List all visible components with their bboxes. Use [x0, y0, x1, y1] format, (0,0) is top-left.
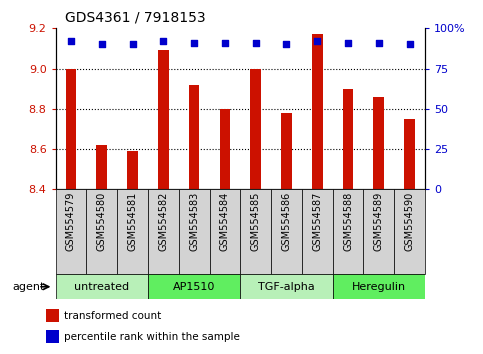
Point	[406, 42, 413, 47]
Text: GSM554582: GSM554582	[158, 192, 168, 251]
Text: GSM554581: GSM554581	[128, 192, 138, 251]
Bar	[271, 189, 302, 274]
Text: Heregulin: Heregulin	[352, 282, 406, 292]
Text: GSM554579: GSM554579	[66, 192, 76, 251]
Text: GSM554580: GSM554580	[97, 192, 107, 251]
Point	[67, 38, 75, 44]
Bar	[333, 274, 425, 299]
Bar	[342, 89, 354, 189]
Point	[128, 42, 136, 47]
Bar	[46, 330, 59, 343]
Point	[252, 40, 259, 46]
Point	[221, 40, 229, 46]
Text: GDS4361 / 7918153: GDS4361 / 7918153	[65, 11, 206, 25]
Text: GSM554583: GSM554583	[189, 192, 199, 251]
Text: transformed count: transformed count	[64, 310, 162, 321]
Bar	[148, 274, 241, 299]
Point	[313, 38, 321, 44]
Bar	[86, 189, 117, 274]
Point	[344, 40, 352, 46]
Bar	[312, 34, 323, 189]
Text: GSM554588: GSM554588	[343, 192, 353, 251]
Bar	[302, 189, 333, 274]
Bar	[364, 189, 394, 274]
Point	[283, 42, 290, 47]
Bar	[281, 113, 292, 189]
Bar	[189, 85, 199, 189]
Bar	[240, 274, 333, 299]
Bar	[96, 145, 107, 189]
Bar	[179, 189, 210, 274]
Bar	[148, 189, 179, 274]
Bar	[250, 69, 261, 189]
Text: TGF-alpha: TGF-alpha	[258, 282, 315, 292]
Text: AP1510: AP1510	[173, 282, 215, 292]
Point	[159, 38, 167, 44]
Bar	[373, 97, 384, 189]
Bar	[56, 189, 86, 274]
Point	[375, 40, 383, 46]
Text: GSM554589: GSM554589	[374, 192, 384, 251]
Text: agent: agent	[12, 282, 44, 292]
Bar	[240, 189, 271, 274]
Text: GSM554584: GSM554584	[220, 192, 230, 251]
Point	[98, 42, 106, 47]
Bar	[66, 69, 76, 189]
Bar	[117, 189, 148, 274]
Bar	[158, 51, 169, 189]
Bar	[394, 189, 425, 274]
Text: untreated: untreated	[74, 282, 129, 292]
Bar	[46, 309, 59, 322]
Text: GSM554590: GSM554590	[405, 192, 414, 251]
Text: GSM554585: GSM554585	[251, 192, 261, 251]
Bar	[127, 151, 138, 189]
Text: GSM554587: GSM554587	[313, 192, 322, 251]
Bar	[219, 109, 230, 189]
Bar	[333, 189, 364, 274]
Text: GSM554586: GSM554586	[282, 192, 291, 251]
Point	[190, 40, 198, 46]
Bar	[210, 189, 240, 274]
Bar	[56, 274, 148, 299]
Text: percentile rank within the sample: percentile rank within the sample	[64, 332, 241, 342]
Bar	[404, 119, 415, 189]
